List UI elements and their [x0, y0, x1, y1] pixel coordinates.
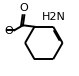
Text: O: O [4, 26, 13, 36]
Text: O: O [19, 3, 28, 13]
Text: H2N: H2N [42, 12, 66, 22]
